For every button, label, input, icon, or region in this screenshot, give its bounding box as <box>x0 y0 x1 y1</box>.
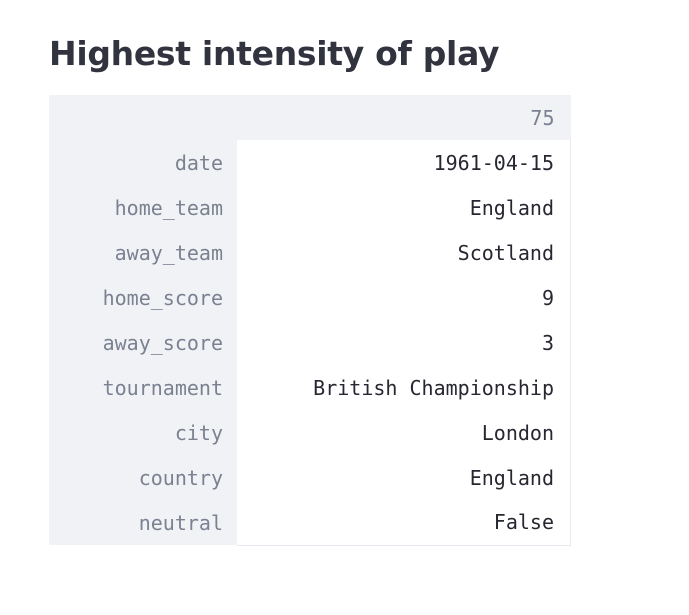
row-value-cell[interactable]: British Championship <box>237 365 571 410</box>
row-index-label: home_score <box>49 275 237 320</box>
table-row: home_team England <box>49 185 571 230</box>
table-row: away_score 3 <box>49 320 571 365</box>
row-value-cell[interactable]: False <box>237 500 571 546</box>
row-value-cell[interactable]: Scotland <box>237 230 571 275</box>
table-row: away_team Scotland <box>49 230 571 275</box>
column-header[interactable]: 75 <box>237 95 571 140</box>
table-row: date 1961-04-15 <box>49 140 571 185</box>
row-value-cell[interactable]: England <box>237 455 571 500</box>
row-index-label: away_team <box>49 230 237 275</box>
row-index-label: date <box>49 140 237 185</box>
row-index-label: country <box>49 455 237 500</box>
row-value-cell[interactable]: 9 <box>237 275 571 320</box>
table-row: neutral False <box>49 500 571 546</box>
table-row: city London <box>49 410 571 455</box>
table-header-row: 75 <box>49 95 571 140</box>
row-value-cell[interactable]: England <box>237 185 571 230</box>
row-value-cell[interactable]: 3 <box>237 320 571 365</box>
dataframe-table[interactable]: 75 date 1961-04-15 home_team England awa… <box>49 95 571 546</box>
row-value-cell[interactable]: 1961-04-15 <box>237 140 571 185</box>
index-corner-cell <box>49 95 237 140</box>
table-row: tournament British Championship <box>49 365 571 410</box>
row-index-label: neutral <box>49 500 237 545</box>
row-index-label: city <box>49 410 237 455</box>
row-index-label: away_score <box>49 320 237 365</box>
row-value-cell[interactable]: London <box>237 410 571 455</box>
row-index-label: home_team <box>49 185 237 230</box>
table-row: home_score 9 <box>49 275 571 320</box>
table-row: country England <box>49 455 571 500</box>
page-title: Highest intensity of play <box>49 34 500 73</box>
row-index-label: tournament <box>49 365 237 410</box>
